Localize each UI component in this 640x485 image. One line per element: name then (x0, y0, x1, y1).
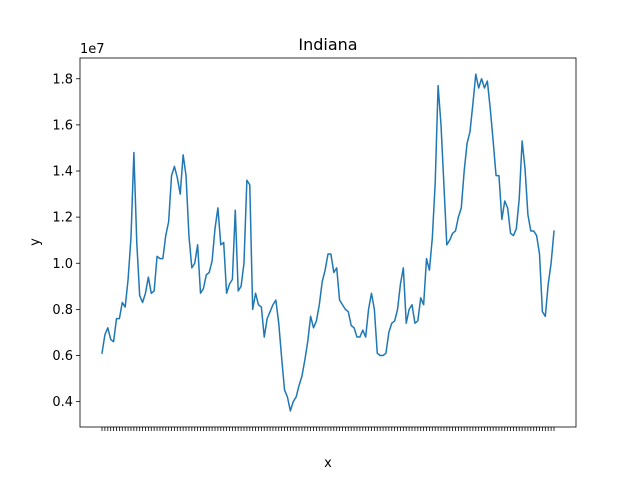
y-axis-label: y (28, 238, 43, 246)
series-line (101, 73, 555, 412)
y-tick-label: 1.2 (52, 211, 73, 226)
y-tick-label: 0.6 (52, 349, 73, 364)
plot-area-frame (79, 57, 577, 428)
y-tick-label: 1.4 (52, 165, 73, 180)
y-tick-label: 1.6 (52, 118, 73, 133)
x-axis-label: x (324, 456, 332, 471)
y-tick-label: 0.8 (52, 303, 73, 318)
y-axis-ticks: 0.4 0.6 0.8 1.0 1.2 1.4 1.6 1.8 (52, 72, 80, 410)
y-tick-label: 1.8 (52, 72, 73, 87)
chart-title: Indiana (298, 35, 357, 54)
x-axis-ticks (101, 427, 555, 431)
y-axis-offset-label: 1e7 (80, 42, 105, 57)
y-tick-label: 1.0 (52, 257, 73, 272)
y-tick-label: 0.4 (52, 395, 73, 410)
